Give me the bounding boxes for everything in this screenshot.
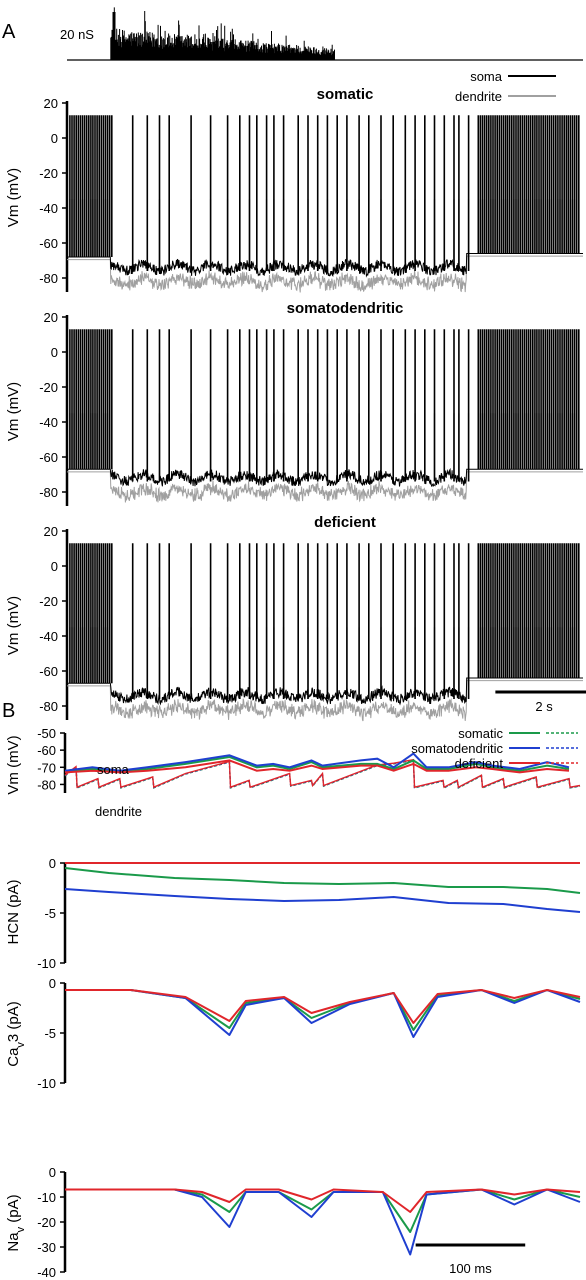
y-tick-label: 0 — [49, 856, 56, 871]
legend-soma-label: soma — [470, 69, 503, 84]
panel-title: somatic — [317, 86, 374, 103]
y-tick-label: -20 — [39, 380, 58, 395]
y-axis-label: Vm (mV) — [5, 596, 22, 655]
y-tick-label: -5 — [44, 1026, 56, 1041]
current-trace-somatic — [64, 867, 581, 894]
y-axis-label: Vm (mV) — [5, 382, 22, 441]
panel-title: deficient — [314, 514, 376, 531]
y-tick-label: 0 — [49, 976, 56, 991]
legend-dendrite-label: dendrite — [455, 89, 502, 104]
hcn-panel-y-label: HCN (pA) — [5, 879, 22, 944]
dendrite-spikes — [69, 627, 580, 699]
current-trace-somatodendritic — [65, 989, 581, 1038]
y-tick-label: 20 — [44, 96, 58, 111]
y-tick-label: -50 — [37, 726, 56, 741]
soma-trace-somatic — [64, 755, 570, 772]
y-tick-label: 0 — [51, 345, 58, 360]
current-trace-deficient — [65, 1188, 581, 1213]
nav-panel-y-label: Nav (pA) — [5, 1194, 27, 1251]
cav3-panel-y-label: Cav3 (pA) — [5, 1001, 27, 1067]
legend-label-somatodendritic: somatodendritic — [411, 741, 503, 756]
legend-label-deficient: deficient — [455, 756, 504, 771]
conductance-bars — [110, 7, 335, 60]
panel-b-label: B — [2, 700, 15, 722]
dendrite-trace-deficient — [64, 758, 581, 789]
time-scale-label-2s: 2 s — [535, 699, 553, 714]
dendrite-trace — [67, 471, 583, 503]
soma-trace-somatodendritic — [64, 752, 570, 772]
current-trace-deficient — [65, 989, 581, 1024]
y-tick-label: -60 — [39, 664, 58, 679]
annotation-dendrite: dendrite — [95, 804, 142, 819]
y-tick-label: -60 — [39, 236, 58, 251]
soma-spikes — [69, 543, 580, 699]
nav-panel: 0 -10 -20 -30 -40 — [37, 1165, 581, 1280]
b-vm-y-label: Vm (mV) — [5, 735, 22, 794]
vm-panel-2: 20 0 -20 -40 -60 -80 deficient — [39, 514, 583, 722]
soma-spikes — [69, 115, 580, 271]
y-tick-label: -10 — [37, 1076, 56, 1091]
dendrite-spikes — [69, 199, 580, 271]
y-tick-label: -40 — [39, 415, 58, 430]
y-tick-label: -80 — [39, 699, 58, 714]
panel-a-label: A — [2, 21, 16, 43]
soma-trace — [67, 253, 583, 278]
y-tick-label: -80 — [39, 271, 58, 286]
y-tick-label: -20 — [37, 1215, 56, 1230]
dendrite-trace — [67, 255, 583, 293]
vm-panel-0: 20 0 -20 -40 -60 -80 somatic — [39, 86, 583, 293]
vm-panel-1: 20 0 -20 -40 -60 -80 somatodendritic — [39, 300, 583, 506]
y-tick-label: 0 — [51, 559, 58, 574]
y-tick-label: 20 — [44, 310, 58, 325]
y-tick-label: -70 — [37, 760, 56, 775]
b-vm-panel: -50 -60 -70 -80 soma dendrite somaticsomatoden… — [37, 726, 581, 819]
soma-trace-deficient — [64, 759, 570, 774]
soma-spikes — [69, 329, 580, 482]
y-tick-label: -20 — [39, 594, 58, 609]
plots: 20 nS 20 0 -20 -40 -60 -80 somatic Vm (mV) 20 0 -20… — [5, 7, 586, 1280]
y-tick-label: 0 — [51, 131, 58, 146]
y-tick-label: -40 — [37, 1265, 56, 1280]
panel-title: somatodendritic — [287, 300, 404, 317]
annotation-soma: soma — [97, 762, 130, 777]
y-tick-label: -60 — [39, 450, 58, 465]
hcn-panel: 0 -5 -10 — [37, 856, 581, 971]
y-tick-label: -60 — [37, 743, 56, 758]
y-tick-label: -5 — [44, 906, 56, 921]
y-axis-label: Vm (mV) — [5, 168, 22, 227]
y-tick-label: -10 — [37, 956, 56, 971]
y-tick-label: -80 — [37, 777, 56, 792]
time-scale-label-100ms: 100 ms — [449, 1261, 492, 1276]
y-tick-label: -10 — [37, 1190, 56, 1205]
y-tick-label: 20 — [44, 524, 58, 539]
y-tick-label: -30 — [37, 1240, 56, 1255]
dendrite-trace — [67, 680, 583, 722]
y-tick-label: -40 — [39, 629, 58, 644]
current-trace-somatic — [65, 1188, 581, 1233]
cav3-panel: 0 -5 -10 — [37, 976, 581, 1091]
current-trace-somatodendritic — [64, 888, 581, 913]
y-tick-label: -40 — [39, 201, 58, 216]
y-tick-label: 0 — [49, 1165, 56, 1180]
y-tick-label: -20 — [39, 166, 58, 181]
conductance-scale-label: 20 nS — [60, 27, 94, 42]
current-trace-somatodendritic — [65, 1188, 581, 1256]
legend-label-somatic: somatic — [458, 726, 503, 741]
y-tick-label: -80 — [39, 485, 58, 500]
conductance-trace — [110, 7, 335, 60]
